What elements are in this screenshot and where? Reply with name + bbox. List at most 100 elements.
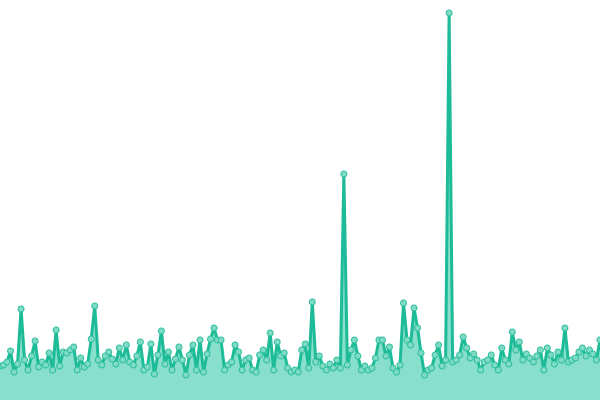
data-point [589, 350, 597, 358]
data-point [189, 341, 197, 349]
data-point [168, 366, 176, 374]
data-point [108, 355, 116, 363]
data-point [354, 352, 362, 360]
data-point [435, 341, 443, 349]
data-point [221, 366, 229, 374]
data-point [400, 299, 408, 307]
data-point [119, 356, 127, 364]
data-point [154, 351, 162, 359]
data-point [196, 336, 204, 344]
data-point [431, 351, 439, 359]
data-point [10, 368, 18, 376]
data-point [529, 358, 537, 366]
data-point [308, 298, 316, 306]
data-point [175, 343, 183, 351]
data-point [210, 324, 218, 332]
data-point [28, 352, 36, 360]
data-point [136, 338, 144, 346]
data-point [256, 351, 264, 359]
data-point [550, 360, 558, 368]
data-point [484, 356, 492, 364]
data-point [459, 333, 467, 341]
data-point [182, 371, 190, 379]
data-point [378, 336, 386, 344]
data-point [259, 346, 267, 354]
data-point [298, 346, 306, 354]
data-point [115, 344, 123, 352]
data-point [515, 338, 523, 346]
data-point [557, 356, 565, 364]
data-point [494, 366, 502, 374]
data-point [150, 370, 158, 378]
data-point [445, 9, 453, 17]
data-point [329, 364, 337, 372]
data-point [421, 371, 429, 379]
data-point [178, 356, 186, 364]
data-point [519, 356, 527, 364]
data-point [200, 368, 208, 376]
data-point [347, 346, 355, 354]
data-point [456, 351, 464, 359]
data-point [305, 364, 313, 372]
data-point [340, 170, 348, 178]
data-point [238, 366, 246, 374]
data-point [273, 338, 281, 346]
data-point [112, 360, 120, 368]
data-point [417, 349, 425, 357]
data-point [477, 366, 485, 374]
data-point [410, 304, 418, 312]
data-point [21, 356, 29, 364]
data-point [463, 344, 471, 352]
data-point [368, 364, 376, 372]
data-point [578, 344, 586, 352]
data-point [470, 350, 478, 358]
data-point [70, 343, 78, 351]
data-point [217, 336, 225, 344]
data-point [192, 366, 200, 374]
data-point [407, 341, 415, 349]
series-points [0, 9, 600, 379]
data-point [228, 358, 236, 366]
data-point [473, 356, 481, 364]
data-point [371, 354, 379, 362]
data-point [73, 366, 81, 374]
data-point [343, 361, 351, 369]
data-point [161, 360, 169, 368]
data-point [540, 366, 548, 374]
data-point [561, 324, 569, 332]
data-point [35, 363, 43, 371]
data-point [452, 356, 460, 364]
data-point [49, 366, 57, 374]
data-point [77, 354, 85, 362]
data-point [596, 336, 600, 344]
data-point [171, 355, 179, 363]
data-point [129, 361, 137, 369]
data-point [533, 352, 541, 360]
data-point [547, 351, 555, 359]
data-point [498, 344, 506, 352]
data-point [235, 348, 243, 356]
data-point [266, 329, 274, 337]
data-point [52, 326, 60, 334]
data-point [147, 340, 155, 348]
data-point [122, 341, 130, 349]
data-point [382, 352, 390, 360]
data-point [512, 346, 520, 354]
data-point [582, 352, 590, 360]
data-point [438, 362, 446, 370]
data-point [45, 349, 53, 357]
data-point [207, 335, 215, 343]
data-point [508, 328, 516, 336]
data-point [442, 356, 450, 364]
data-point [392, 368, 400, 376]
data-point [42, 361, 50, 369]
data-point [56, 362, 64, 370]
data-point [24, 366, 32, 374]
data-point [315, 352, 323, 360]
data-point [87, 335, 95, 343]
data-point [164, 348, 172, 356]
data-point [105, 348, 113, 356]
data-point [91, 302, 99, 310]
data-point [31, 337, 39, 345]
